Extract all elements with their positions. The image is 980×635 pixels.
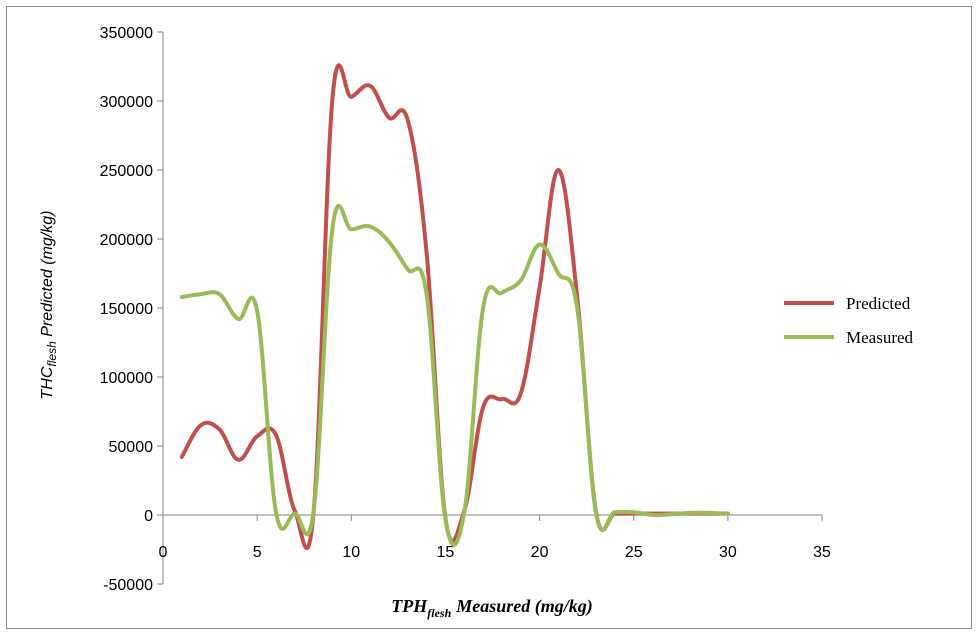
series-line-predicted bbox=[179, 63, 730, 551]
series-line-measured bbox=[179, 204, 730, 547]
x-tick-label: 5 bbox=[253, 544, 262, 561]
legend: Predicted Measured bbox=[784, 294, 914, 347]
y-tick-label: 350000 bbox=[100, 25, 153, 42]
y-tick-label: 150000 bbox=[100, 301, 153, 318]
x-tick-label: 15 bbox=[437, 544, 455, 561]
axes-layer: -50000 0 50000 100000 150000 200000 250000 3000… bbox=[100, 25, 831, 594]
y-tick-label: 250000 bbox=[100, 163, 153, 180]
x-tick-label: 10 bbox=[342, 544, 360, 561]
x-tick-label: 35 bbox=[813, 544, 831, 561]
x-tick-label: 20 bbox=[531, 544, 549, 561]
legend-label-measured: Measured bbox=[846, 328, 914, 347]
series-layer bbox=[179, 63, 730, 551]
y-tick-label: 0 bbox=[144, 508, 153, 525]
x-tick-label: 0 bbox=[159, 544, 168, 561]
y-tick-label: 300000 bbox=[100, 94, 153, 111]
y-tick-label: 50000 bbox=[109, 439, 154, 456]
legend-label-predicted: Predicted bbox=[846, 294, 911, 313]
y-tick-label: 200000 bbox=[100, 232, 153, 249]
chart-frame bbox=[6, 6, 972, 629]
x-tick-label: 25 bbox=[625, 544, 643, 561]
x-axis-title: TPHflesh Measured (mg/kg) bbox=[391, 596, 593, 620]
y-axis-title: THCflesh Predicted (mg/kg) bbox=[39, 211, 59, 400]
y-tick-label: -50000 bbox=[103, 577, 153, 594]
x-tick-label: 30 bbox=[719, 544, 737, 561]
y-tick-label: 100000 bbox=[100, 370, 153, 387]
